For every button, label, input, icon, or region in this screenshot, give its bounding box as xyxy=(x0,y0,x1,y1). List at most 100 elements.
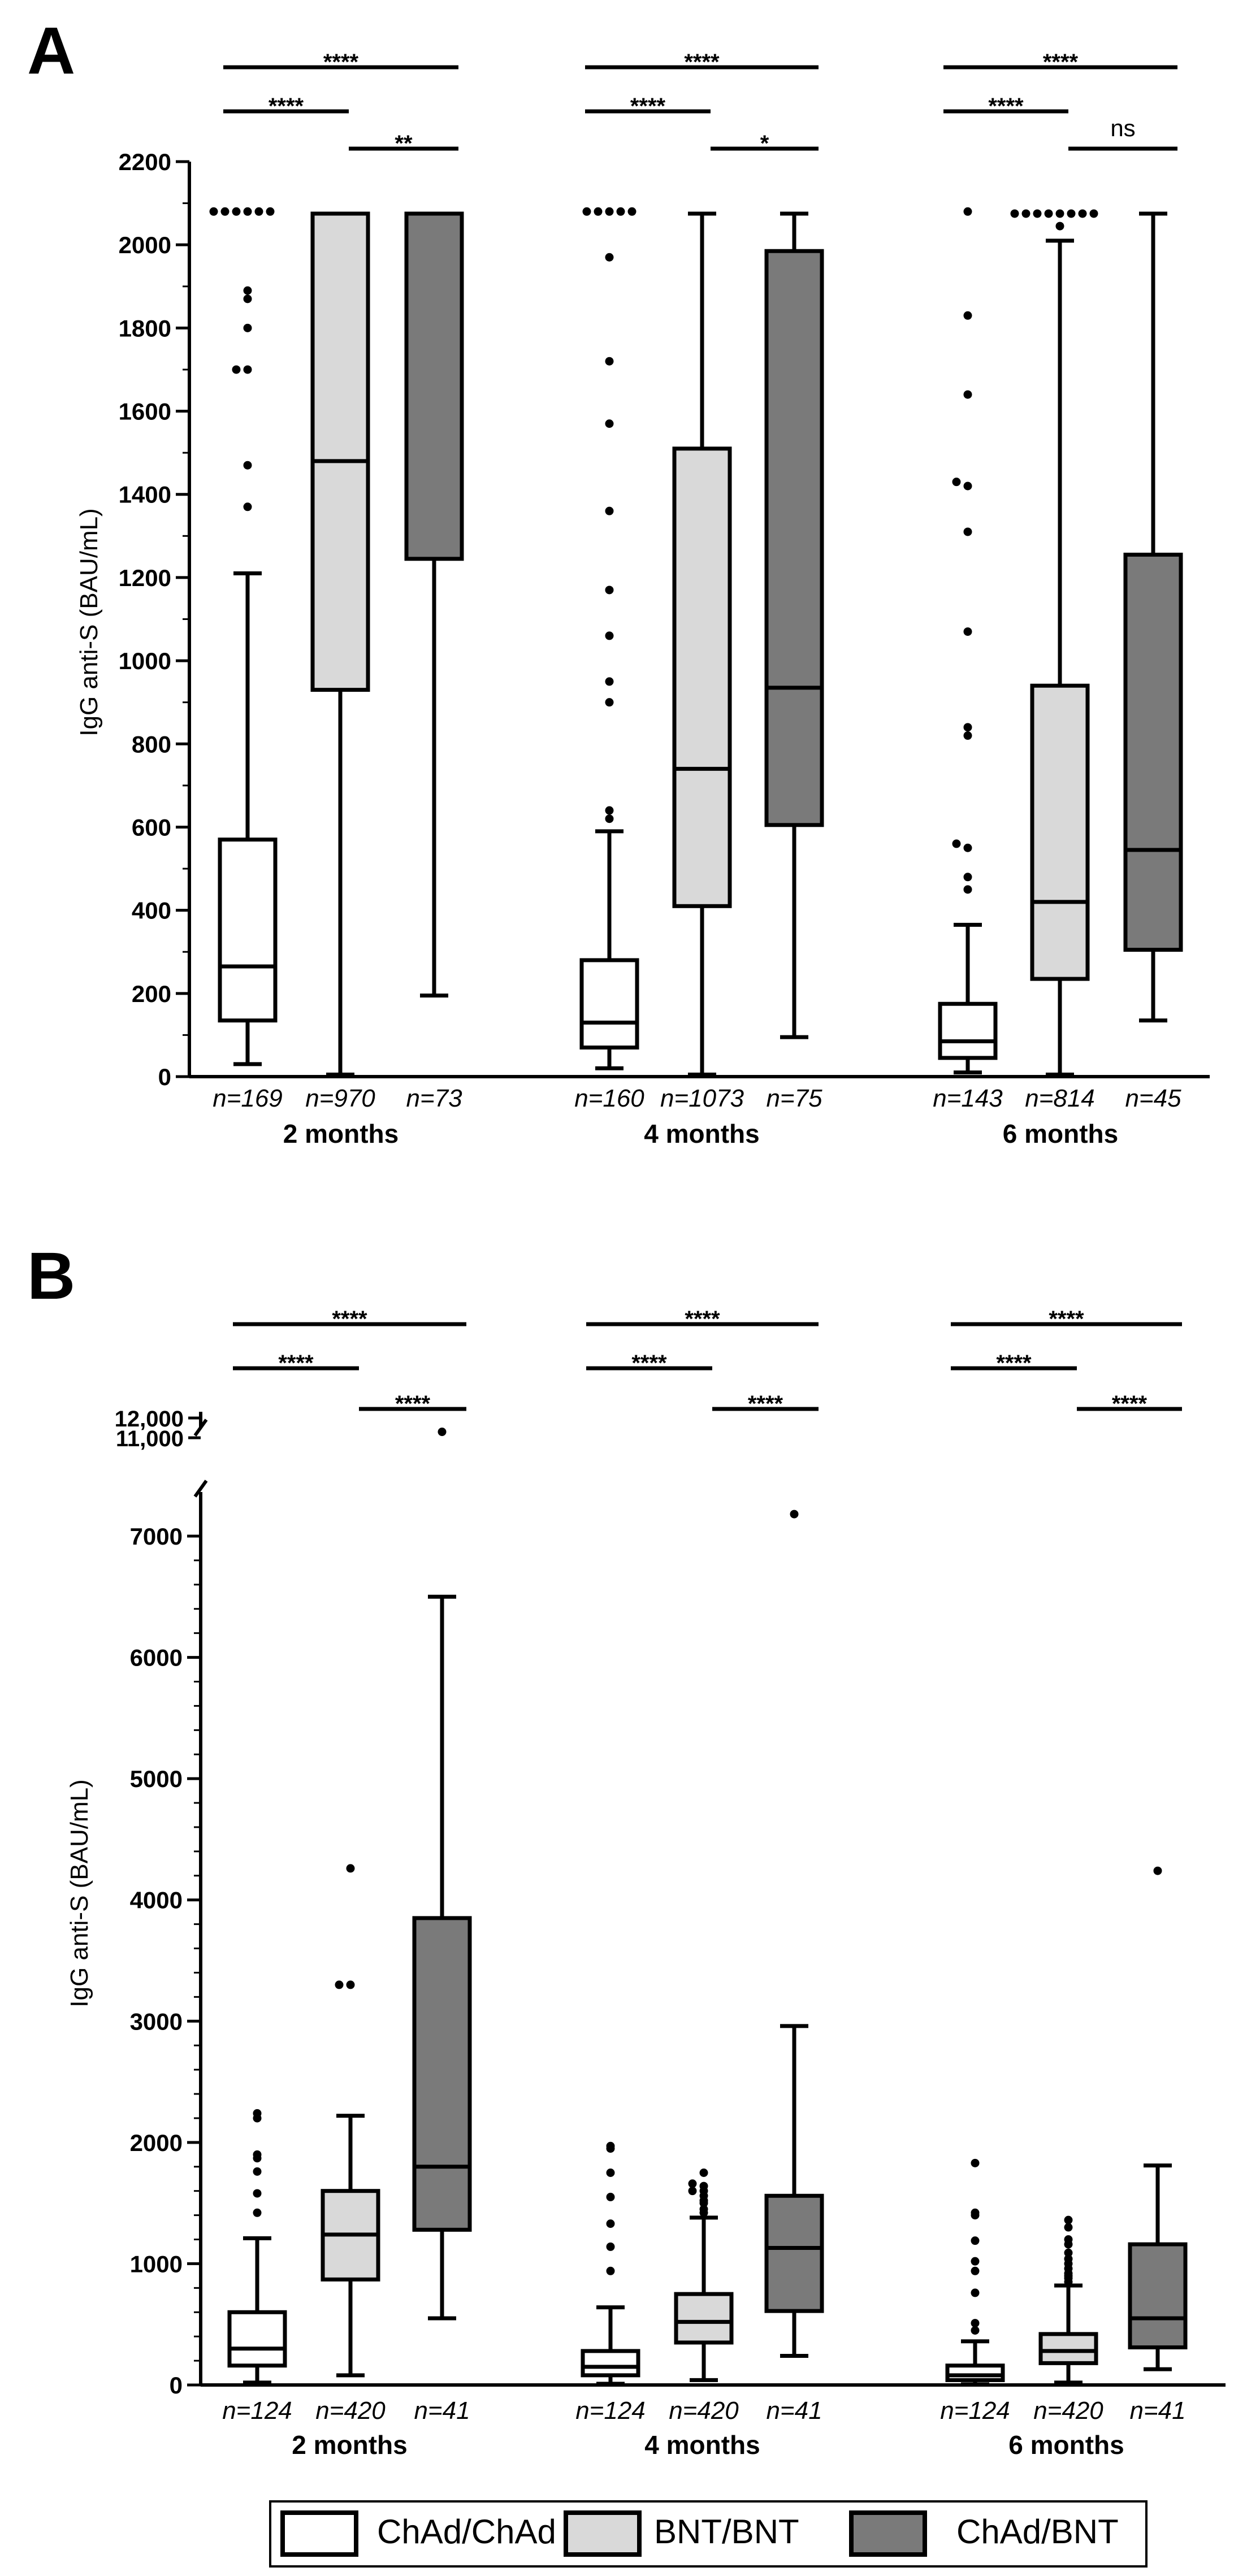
n-label: n=75 xyxy=(766,1085,822,1112)
panel-a: A IgG anti-S (BAU/mL) 0 200 400 600 800 1000 1… xyxy=(27,14,1210,1148)
outlier-point xyxy=(605,586,614,595)
outlier-point xyxy=(1153,1866,1162,1875)
outlier-point xyxy=(232,365,241,374)
outlier-point xyxy=(1010,209,1019,218)
n-label: n=124 xyxy=(575,2397,646,2425)
outlier-point xyxy=(243,502,252,511)
group-label: 6 months xyxy=(1008,2430,1124,2460)
outlier-point xyxy=(963,390,972,399)
outlier-point xyxy=(971,2208,980,2217)
outlier-point xyxy=(605,677,614,686)
outlier-point xyxy=(605,357,614,366)
significance-label: **** xyxy=(630,94,666,119)
y-tick-label: 11,000 xyxy=(116,1426,184,1451)
outlier-point xyxy=(594,207,603,216)
box xyxy=(404,211,464,561)
n-label: n=169 xyxy=(213,1085,283,1112)
outlier-point xyxy=(582,207,591,216)
legend-swatch-chad-chad xyxy=(280,2510,358,2557)
y-tick-label: 1600 xyxy=(119,398,171,425)
outlier-point xyxy=(963,885,972,894)
y-tick-label: 400 xyxy=(132,897,171,924)
significance-label: **** xyxy=(631,1351,667,1376)
outlier-point xyxy=(616,207,625,216)
legend-label-bnt-bnt: BNT/BNT xyxy=(654,2513,799,2551)
box xyxy=(227,2310,287,2368)
significance-label: **** xyxy=(269,94,304,119)
panel-b-significance: **** **** **** **** **** **** **** **** **** xyxy=(233,1307,1182,1416)
outlier-point xyxy=(1055,222,1064,231)
outlier-point xyxy=(438,1428,447,1436)
outlier-point xyxy=(220,207,230,216)
significance-label: **** xyxy=(996,1351,1032,1376)
outlier-point xyxy=(253,2189,262,2198)
outlier-point xyxy=(1021,209,1030,218)
y-tick-label: 2000 xyxy=(130,2130,183,2156)
outlier-point xyxy=(606,2169,615,2177)
panel-a-label: A xyxy=(27,14,75,88)
n-label: n=45 xyxy=(1125,1085,1181,1112)
box xyxy=(764,2193,824,2313)
y-tick-label: 2200 xyxy=(119,149,171,175)
n-label: n=814 xyxy=(1025,1085,1095,1112)
outlier-point xyxy=(605,207,614,216)
outlier-point xyxy=(1064,2248,1073,2257)
outlier-point xyxy=(1055,209,1064,218)
outlier-point xyxy=(605,631,614,640)
box xyxy=(764,249,824,827)
significance-label: **** xyxy=(684,50,720,75)
outlier-point xyxy=(963,627,972,636)
significance-label: **** xyxy=(1049,1307,1084,1332)
axis-break-mark xyxy=(193,1419,208,1437)
n-label: n=420 xyxy=(1033,2397,1103,2425)
n-label: n=970 xyxy=(305,1085,375,1112)
legend-label-chad-chad: ChAd/ChAd xyxy=(377,2513,556,2551)
significance-label: * xyxy=(760,131,769,156)
panel-b-label: B xyxy=(27,1239,75,1313)
outlier-point xyxy=(971,2158,980,2167)
outlier-point xyxy=(606,2266,615,2275)
outlier-point xyxy=(688,2187,697,2196)
outlier-point xyxy=(688,2179,697,2188)
outlier-point xyxy=(605,506,614,515)
outlier-point xyxy=(1044,209,1053,218)
outlier-point xyxy=(971,2257,980,2266)
significance-label: **** xyxy=(323,50,359,75)
y-tick-label: 4000 xyxy=(130,1887,183,1914)
box xyxy=(672,446,732,908)
panel-b-y-axis-label: IgG anti-S (BAU/mL) xyxy=(66,1779,93,2007)
outlier-point xyxy=(963,311,972,320)
outlier-point xyxy=(209,207,218,216)
outlier-point xyxy=(605,814,614,823)
significance-label: **** xyxy=(1112,1391,1148,1416)
box xyxy=(310,211,370,692)
n-label: n=1073 xyxy=(660,1085,744,1112)
significance-label: **** xyxy=(395,1391,431,1416)
y-tick-label: 800 xyxy=(132,731,171,757)
legend: ChAd/ChAd BNT/BNT ChAd/BNT xyxy=(269,2500,1148,2568)
outlier-point xyxy=(971,2319,980,2328)
outlier-point xyxy=(346,1980,355,1989)
outlier-point xyxy=(963,843,972,852)
outlier-point xyxy=(243,323,252,332)
outlier-point xyxy=(243,286,252,295)
box xyxy=(412,1916,472,2232)
group-label: 4 months xyxy=(644,1119,759,1148)
box xyxy=(674,2292,734,2345)
significance-label: **** xyxy=(748,1391,783,1416)
panel-a-significance: ***************************ns xyxy=(223,50,1177,156)
outlier-point xyxy=(253,2208,262,2217)
y-tick-label: 1000 xyxy=(119,648,171,674)
outlier-point xyxy=(699,2205,708,2214)
outlier-point xyxy=(243,294,252,303)
legend-swatch-bnt-bnt xyxy=(564,2510,642,2557)
box xyxy=(1030,683,1090,981)
significance-label: **** xyxy=(332,1307,367,1332)
n-label: n=124 xyxy=(222,2397,292,2425)
y-tick-label: 0 xyxy=(170,2372,183,2399)
panel-a-axes: 0 200 400 600 800 1000 1200 1400 1600 1800 2000 220… xyxy=(119,149,1210,1090)
